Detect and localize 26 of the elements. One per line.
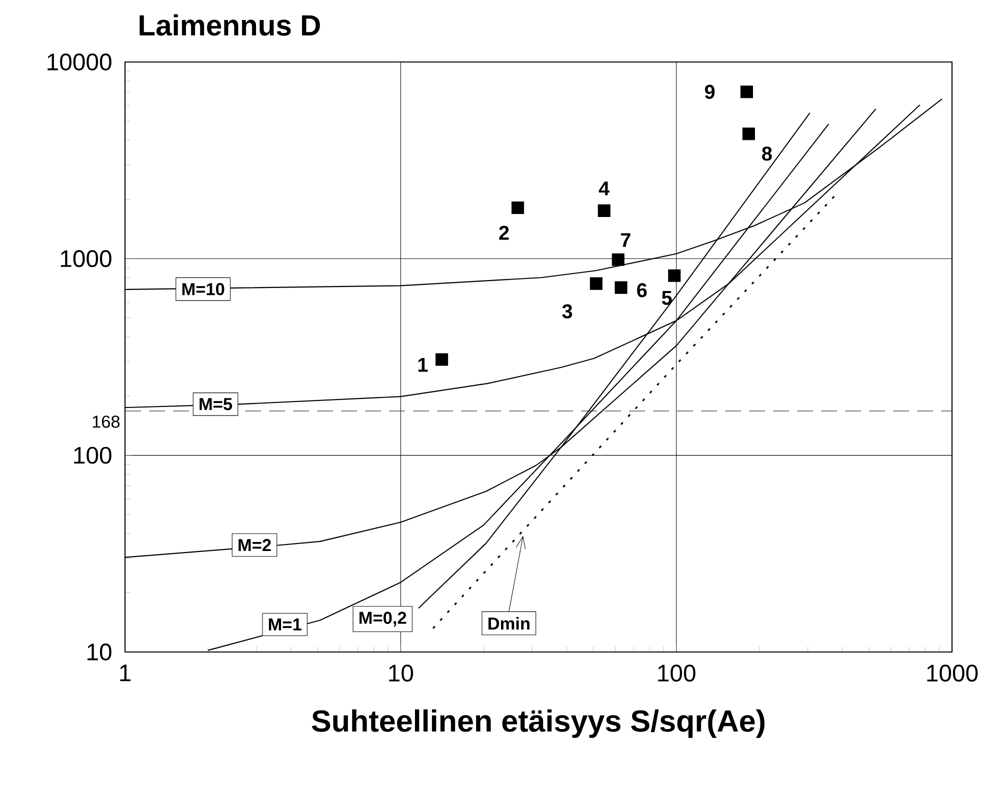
chart-title: Laimennus D (140, 14, 320, 36)
y-tick-label: 1000 (60, 250, 112, 268)
series-label: M=10 (182, 283, 224, 296)
y-tick-label: 10 (88, 644, 112, 660)
y-tick-label: 100 (74, 446, 112, 464)
annotation: 2 (499, 226, 509, 240)
y-tick-label: 10000 (48, 54, 112, 70)
annotation: 6 (637, 283, 647, 298)
annotation: 8 (762, 146, 772, 161)
series-label: M=5 (200, 398, 232, 410)
annotation: 1 (418, 358, 428, 372)
annotation: 4 (598, 182, 610, 196)
annotation: 9 (704, 84, 715, 99)
series-label: M=1 (268, 618, 302, 630)
ref-line-label: 168 (92, 416, 120, 428)
series-label: M=2 (238, 538, 271, 552)
series-label: M=0,2 (360, 612, 406, 626)
x-tick-label: 10 (389, 664, 414, 682)
x-tick-label: 100 (658, 664, 696, 682)
annotation: 3 (562, 304, 572, 318)
x-tick-label: 1 (120, 664, 130, 682)
x-axis-title: Suhteellinen etäisyys S/sqr(Ae) (312, 709, 764, 738)
x-tick-label: 1000 (927, 664, 978, 682)
annotation: 7 (621, 233, 630, 247)
series-label: Dmin (488, 616, 530, 630)
annotation: 5 (662, 290, 672, 305)
